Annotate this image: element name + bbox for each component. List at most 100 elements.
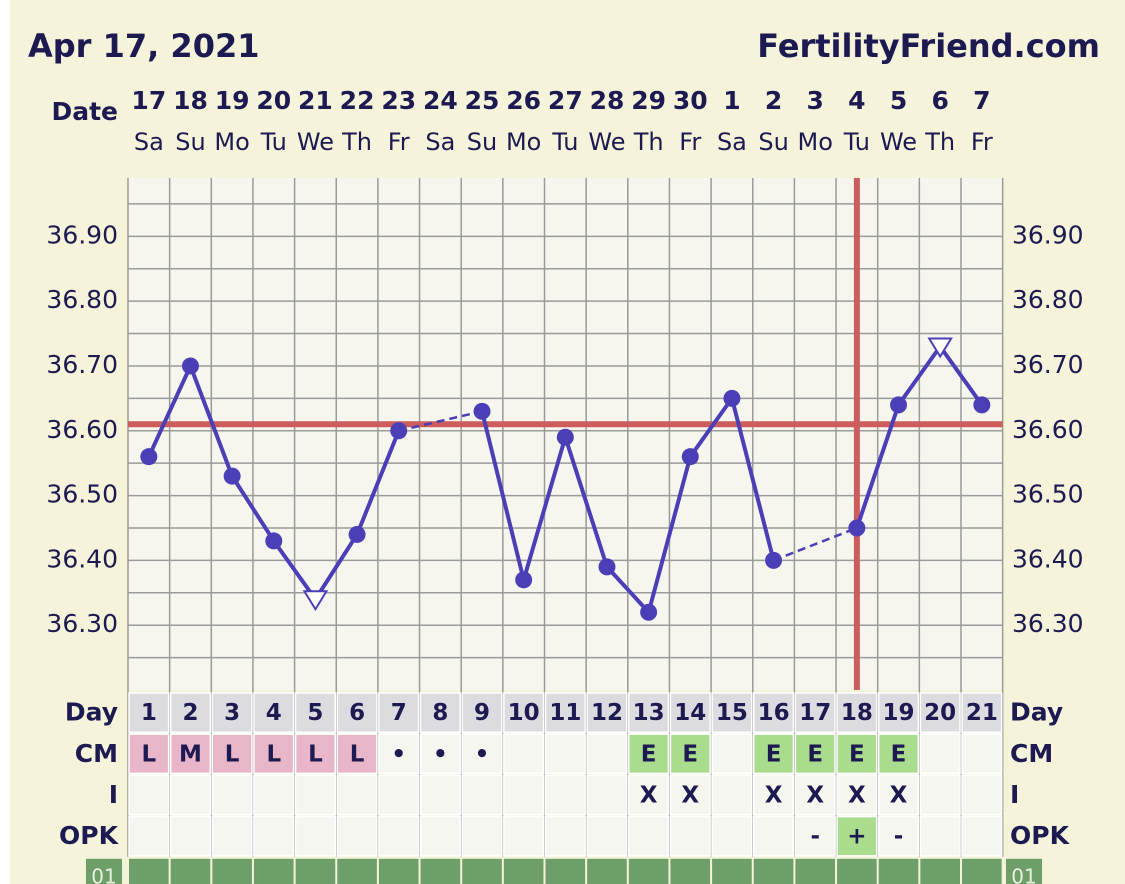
table-cell bbox=[294, 733, 337, 775]
table-cell bbox=[628, 692, 670, 733]
table-cell bbox=[711, 815, 753, 857]
weekday-label: We bbox=[880, 128, 917, 156]
table-cell bbox=[336, 733, 378, 775]
date-label: 4 bbox=[848, 86, 865, 115]
cell-value: 11 bbox=[549, 700, 581, 726]
table-cell bbox=[503, 692, 545, 733]
table-cell bbox=[169, 733, 212, 775]
bottom-cell bbox=[837, 858, 877, 884]
cell-value: 1 bbox=[141, 700, 157, 726]
table-cell bbox=[794, 815, 836, 857]
date-label: 19 bbox=[215, 86, 250, 115]
cell-value: • bbox=[475, 741, 490, 767]
weekday-label: Mo bbox=[798, 128, 833, 156]
table-cell bbox=[128, 815, 170, 857]
y-tick-label: 36.70 bbox=[46, 350, 118, 379]
y-tick-label-right: 36.60 bbox=[1012, 415, 1084, 444]
cell-value: 21 bbox=[966, 700, 998, 726]
table-cell bbox=[919, 815, 961, 857]
date-label: 20 bbox=[256, 86, 291, 115]
bottom-cell bbox=[503, 858, 544, 884]
y-tick-label: 36.90 bbox=[46, 220, 118, 249]
table-cell bbox=[836, 815, 878, 857]
bottom-cell bbox=[878, 858, 919, 884]
table-cell bbox=[877, 815, 920, 857]
cell-value: L bbox=[308, 741, 323, 767]
cell-value: 20 bbox=[924, 700, 956, 726]
date-label: 21 bbox=[298, 86, 333, 115]
table-cell bbox=[753, 692, 795, 733]
weekday-label: Th bbox=[341, 128, 372, 156]
gap-connector bbox=[398, 410, 483, 432]
table-cell bbox=[253, 692, 295, 733]
cell-value: M bbox=[179, 741, 202, 767]
table-cell bbox=[128, 733, 170, 775]
row-label-right: OPK bbox=[1010, 821, 1071, 850]
weekday-label: We bbox=[588, 128, 625, 156]
table-cell bbox=[294, 774, 337, 816]
bottom-cell bbox=[462, 858, 502, 884]
bottom-cell bbox=[753, 858, 794, 884]
cell-value: + bbox=[847, 824, 866, 850]
date-label: Date bbox=[51, 97, 118, 126]
temp-point bbox=[640, 603, 658, 621]
table-cell bbox=[419, 692, 461, 733]
gap-connector bbox=[773, 526, 858, 562]
y-tick-label-right: 36.90 bbox=[1012, 220, 1084, 249]
bottom-label-right: 01 bbox=[1011, 865, 1036, 884]
weekday-label: Fr bbox=[679, 128, 701, 156]
temp-point bbox=[723, 389, 741, 407]
bottom-cell bbox=[295, 858, 336, 884]
table-cell bbox=[711, 774, 753, 816]
table-cell bbox=[544, 774, 586, 816]
cell-value: E bbox=[641, 741, 657, 767]
y-tick-label-right: 36.40 bbox=[1012, 544, 1084, 573]
cell-value: 5 bbox=[307, 700, 323, 726]
table-cell bbox=[461, 815, 503, 857]
table-cell bbox=[961, 774, 1003, 816]
date-label: 29 bbox=[631, 86, 666, 115]
cell-value: E bbox=[766, 741, 782, 767]
table-cell bbox=[211, 733, 253, 775]
temperature-line bbox=[480, 396, 776, 615]
table-cell bbox=[378, 774, 420, 816]
table-cell bbox=[836, 692, 878, 733]
table-cell bbox=[461, 733, 503, 775]
table-cell bbox=[794, 692, 836, 733]
table-cell bbox=[669, 774, 711, 816]
table-cell bbox=[419, 815, 461, 857]
table-cell bbox=[294, 692, 337, 733]
table-cell bbox=[919, 774, 961, 816]
date-label: 6 bbox=[931, 86, 948, 115]
cell-value: X bbox=[890, 783, 908, 809]
date-label: 23 bbox=[381, 86, 416, 115]
y-tick-label: 36.50 bbox=[46, 480, 118, 509]
y-tick-label-right: 36.30 bbox=[1012, 609, 1084, 638]
cell-value: 18 bbox=[841, 700, 873, 726]
weekday-label: Su bbox=[758, 128, 788, 156]
date-label: 30 bbox=[673, 86, 708, 115]
bottom-cell bbox=[587, 858, 627, 884]
cell-value: 15 bbox=[716, 700, 748, 726]
table-cell bbox=[503, 733, 545, 775]
bottom-cell bbox=[337, 858, 377, 884]
table-cell bbox=[711, 692, 753, 733]
cell-value: 10 bbox=[508, 700, 540, 726]
date-label: 1 bbox=[723, 86, 740, 115]
cell-value: L bbox=[266, 741, 281, 767]
cell-value: 6 bbox=[349, 700, 365, 726]
bottom-cell bbox=[670, 858, 711, 884]
y-tick-label: 36.30 bbox=[46, 609, 118, 638]
temp-point bbox=[390, 422, 408, 440]
cell-value: - bbox=[894, 824, 904, 850]
bottom-cell bbox=[545, 858, 586, 884]
cell-value: 12 bbox=[591, 700, 623, 726]
table-cell bbox=[919, 733, 961, 775]
table-cell bbox=[419, 733, 461, 775]
temp-point bbox=[181, 357, 199, 375]
temp-point bbox=[223, 467, 241, 485]
table-cell bbox=[586, 692, 628, 733]
cell-value: X bbox=[765, 783, 783, 809]
temp-point bbox=[765, 551, 783, 569]
